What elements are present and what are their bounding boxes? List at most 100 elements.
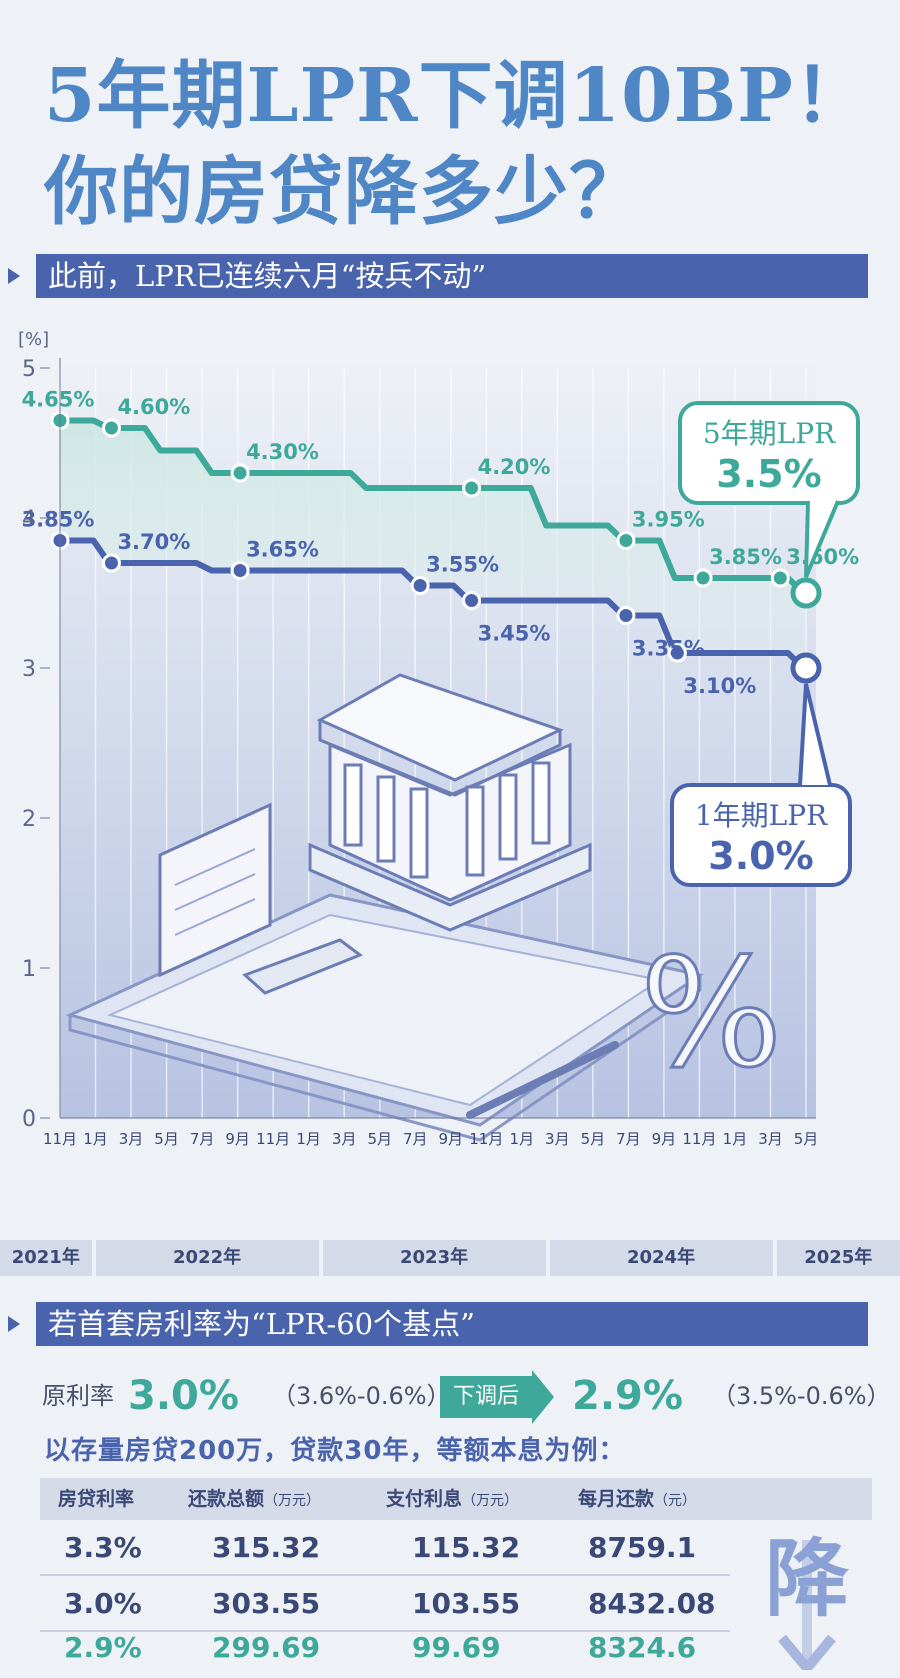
end-point xyxy=(790,652,822,684)
x-tick-label: 7月 xyxy=(616,1130,641,1148)
x-tick-label: 3月 xyxy=(119,1130,144,1148)
cell-rate: 3.0% xyxy=(64,1587,142,1620)
callout-1y-name: 1年期LPR xyxy=(695,799,828,832)
cell-rate: 3.3% xyxy=(64,1531,142,1564)
x-tick-label: 11月 xyxy=(256,1130,290,1148)
header-monthly: 每月还款（元） xyxy=(578,1488,697,1510)
x-tick-label: 1月 xyxy=(510,1130,535,1148)
cell-monthly: 8432.08 xyxy=(588,1587,716,1620)
area-fill xyxy=(60,420,806,668)
cell-total: 299.69 xyxy=(212,1631,321,1664)
header-rate: 房贷利率 xyxy=(58,1488,135,1510)
x-tick-label: 9月 xyxy=(652,1130,677,1148)
x-tick-label: 7月 xyxy=(190,1130,215,1148)
data-point xyxy=(693,568,713,588)
cell-rate: 2.9% xyxy=(64,1631,142,1664)
new-rate-formula: （3.5%-0.6%） xyxy=(712,1382,891,1410)
x-tick-label: 11月 xyxy=(43,1130,77,1148)
callout-5y-box xyxy=(678,401,860,505)
y-tick-label: 4 xyxy=(22,507,36,532)
callout-5y-name: 5年期LPR xyxy=(703,417,836,450)
cell-interest: 103.55 xyxy=(412,1587,521,1620)
data-label: 3.70% xyxy=(117,530,190,554)
x-tick-label: 7月 xyxy=(403,1130,428,1148)
data-label: 4.20% xyxy=(478,455,551,479)
callout-5y-tail xyxy=(804,500,840,578)
data-point xyxy=(770,568,790,588)
data-label: 3.45% xyxy=(478,622,551,646)
y-tick-label: 3 xyxy=(22,657,36,682)
x-tick-label: 5月 xyxy=(154,1130,179,1148)
data-point xyxy=(230,561,250,580)
y-axis-label: [%] xyxy=(18,329,49,350)
data-label: 3.35% xyxy=(632,637,705,661)
x-tick-label: 3月 xyxy=(545,1130,570,1148)
table-row: 3.0% 303.55 103.55 8432.08 xyxy=(40,1576,730,1632)
year-2024: 2024年 xyxy=(549,1240,773,1276)
x-tick-label: 11月 xyxy=(469,1130,503,1148)
year-2025: 2025年 xyxy=(776,1240,900,1276)
data-point xyxy=(462,478,482,498)
cell-interest: 99.69 xyxy=(412,1631,501,1664)
y-tick-label: 2 xyxy=(22,807,36,832)
y-tick-label: 0 xyxy=(22,1107,36,1132)
data-point xyxy=(230,463,250,483)
cell-total: 315.32 xyxy=(212,1531,321,1564)
callout-1y-box xyxy=(670,783,852,887)
cell-monthly: 8324.6 xyxy=(588,1631,697,1664)
header-interest: 支付利息（万元） xyxy=(386,1488,519,1510)
y-tick-label: 1 xyxy=(22,957,36,982)
data-point xyxy=(462,591,482,610)
new-rate-value: 2.9% xyxy=(572,1373,683,1419)
x-tick-label: 5月 xyxy=(794,1130,819,1148)
x-tick-label: 1月 xyxy=(296,1130,321,1148)
cell-interest: 115.32 xyxy=(412,1531,521,1564)
year-2022: 2022年 xyxy=(95,1240,319,1276)
cell-monthly: 8759.1 xyxy=(588,1531,697,1564)
year-2021: 2021年 xyxy=(0,1240,92,1276)
data-label: 4.65% xyxy=(22,388,95,412)
bank-illustration: % xyxy=(65,673,784,1142)
x-tick-label: 5月 xyxy=(581,1130,606,1148)
page-title: 5年期LPR下调10BP！ 你的房贷降多少？ xyxy=(44,48,884,240)
cell-total: 303.55 xyxy=(212,1587,321,1620)
data-label: 3.85% xyxy=(22,508,95,532)
data-label: 3.85% xyxy=(709,545,782,569)
x-tick-label: 9月 xyxy=(225,1130,250,1148)
table-row: 3.3% 315.32 115.32 8759.1 xyxy=(40,1520,730,1576)
x-tick-label: 1月 xyxy=(83,1130,108,1148)
y-tick-label: 5 xyxy=(22,357,36,382)
callout-1y-tail xyxy=(798,683,832,786)
title-line-2: 你的房贷降多少？ xyxy=(44,149,644,235)
data-label: 3.60% xyxy=(786,545,859,569)
data-label: 3.95% xyxy=(632,508,705,532)
callout-1y-value: 3.0% xyxy=(708,834,813,878)
original-rate-value: 3.0% xyxy=(128,1373,239,1419)
section-marker-icon xyxy=(8,268,20,284)
example-title: 以存量房贷200万，贷款30年，等额本息为例： xyxy=(44,1436,626,1466)
section-header-scenario: 若首套房利率为“LPR-60个基点” xyxy=(36,1302,868,1346)
section-marker-icon xyxy=(8,1316,20,1332)
decline-indicator: 降 xyxy=(765,1530,849,1670)
svg-text:%: % xyxy=(640,927,783,1101)
x-tick-label: 5月 xyxy=(367,1130,392,1148)
rate-cut-arrow: 下调后 xyxy=(440,1370,554,1424)
callout-5y-value: 3.5% xyxy=(716,452,821,496)
series-line-5y xyxy=(60,417,807,596)
rate-comparison: 原利率 3.0% （3.6%-0.6%） 2.9% （3.5%-0.6%） xyxy=(42,1368,892,1424)
x-tick-label: 3月 xyxy=(758,1130,783,1148)
rate-cut-badge: 下调后 xyxy=(440,1376,532,1418)
data-label: 4.60% xyxy=(117,395,190,419)
x-tick-label: 1月 xyxy=(723,1130,748,1148)
data-label: 4.30% xyxy=(246,440,319,464)
lpr-line-chart: % 4.65% 4.60%4.30%4.20%3.95%3.85% 3.60%3.8… xyxy=(18,329,860,1148)
data-point xyxy=(616,531,636,550)
arrow-right-icon xyxy=(532,1370,554,1424)
year-2023: 2023年 xyxy=(322,1240,546,1276)
header-total: 还款总额（万元） xyxy=(188,1488,321,1510)
end-point xyxy=(790,577,822,609)
data-label: 3.55% xyxy=(426,553,499,577)
table-header: 房贷利率 还款总额（万元） 支付利息（万元） 每月还款（元） xyxy=(40,1478,872,1520)
decline-label: 降 xyxy=(765,1530,849,1628)
x-tick-label: 11月 xyxy=(682,1130,716,1148)
